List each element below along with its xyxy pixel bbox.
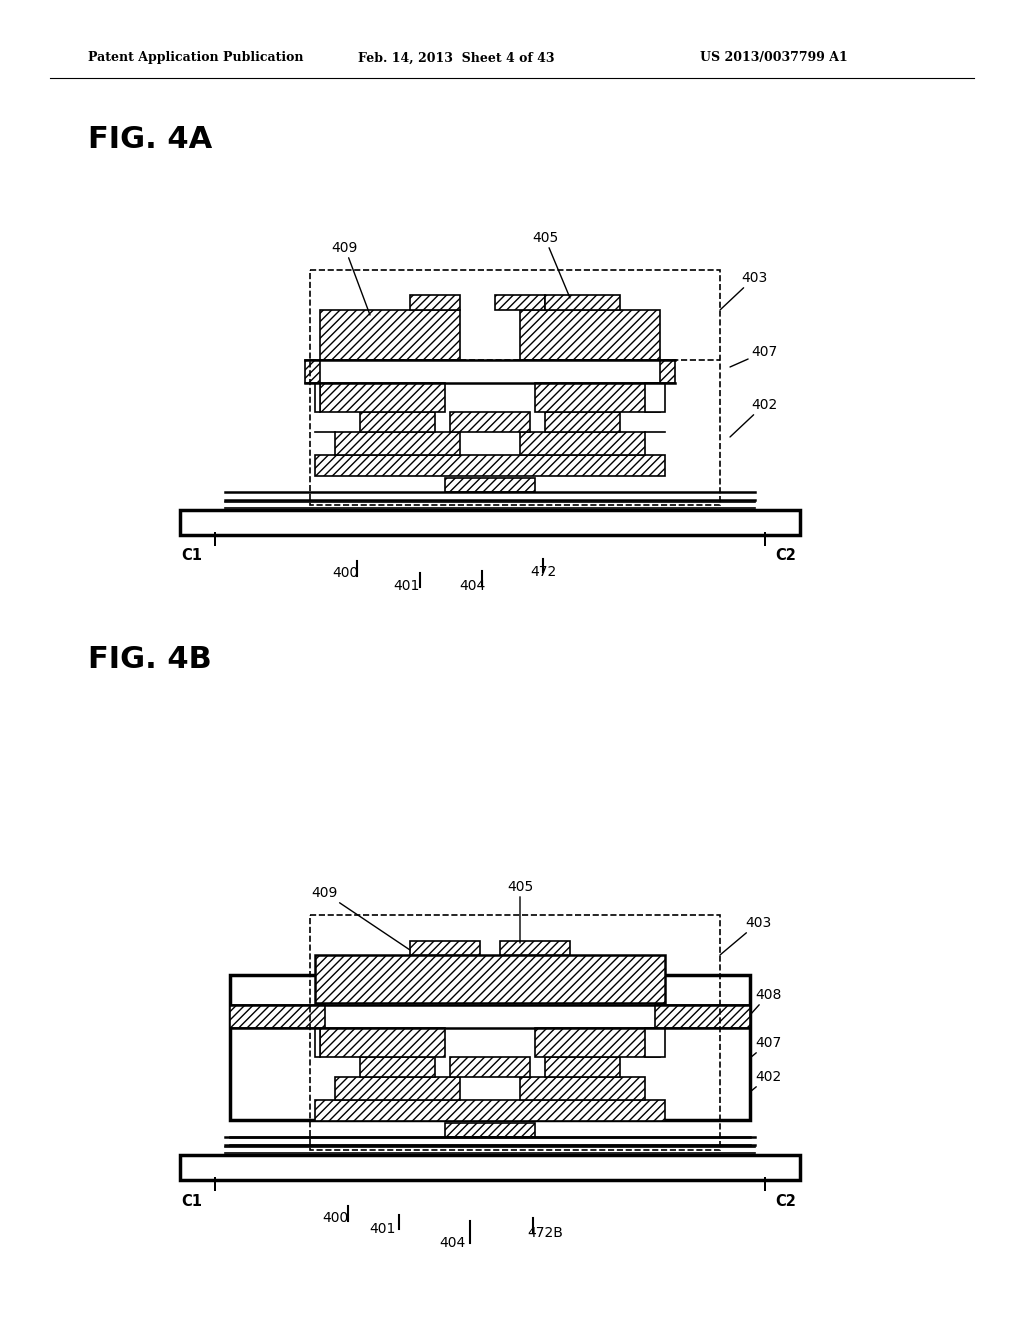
Polygon shape bbox=[500, 941, 570, 954]
Polygon shape bbox=[319, 383, 445, 412]
Text: 472B: 472B bbox=[527, 1226, 563, 1239]
Text: 400: 400 bbox=[322, 1210, 348, 1225]
Text: 407: 407 bbox=[730, 345, 777, 367]
Text: 409: 409 bbox=[312, 886, 410, 950]
Polygon shape bbox=[645, 1028, 665, 1057]
Polygon shape bbox=[230, 975, 750, 1119]
Text: 402: 402 bbox=[750, 1071, 781, 1092]
Polygon shape bbox=[545, 294, 620, 310]
Polygon shape bbox=[315, 455, 665, 477]
Polygon shape bbox=[645, 383, 665, 412]
Polygon shape bbox=[545, 1057, 620, 1077]
Polygon shape bbox=[319, 1028, 445, 1057]
Polygon shape bbox=[315, 1028, 319, 1057]
Text: Patent Application Publication: Patent Application Publication bbox=[88, 51, 303, 65]
Polygon shape bbox=[445, 478, 535, 492]
Text: C2: C2 bbox=[775, 1193, 797, 1209]
Text: FIG. 4A: FIG. 4A bbox=[88, 125, 212, 154]
Text: 404: 404 bbox=[459, 579, 485, 593]
Polygon shape bbox=[315, 1100, 665, 1121]
Text: 407: 407 bbox=[750, 1036, 781, 1059]
Text: 472: 472 bbox=[529, 565, 556, 579]
Polygon shape bbox=[410, 294, 460, 310]
Polygon shape bbox=[660, 360, 675, 383]
Text: 409: 409 bbox=[332, 242, 370, 315]
Text: C2: C2 bbox=[775, 549, 797, 564]
Polygon shape bbox=[180, 510, 800, 535]
Polygon shape bbox=[545, 412, 620, 432]
Text: 405: 405 bbox=[531, 231, 570, 298]
Polygon shape bbox=[450, 412, 530, 432]
Polygon shape bbox=[335, 1077, 460, 1100]
Polygon shape bbox=[230, 1005, 325, 1028]
Text: 405: 405 bbox=[507, 880, 534, 942]
Text: 404: 404 bbox=[439, 1236, 465, 1250]
Polygon shape bbox=[315, 383, 319, 412]
Text: 400: 400 bbox=[332, 566, 358, 579]
Polygon shape bbox=[410, 941, 480, 954]
Text: 401: 401 bbox=[370, 1222, 396, 1236]
Text: 403: 403 bbox=[720, 916, 771, 954]
Text: 401: 401 bbox=[393, 579, 419, 593]
Polygon shape bbox=[535, 1028, 660, 1057]
Polygon shape bbox=[360, 1057, 435, 1077]
Polygon shape bbox=[360, 412, 435, 432]
Text: FIG. 4B: FIG. 4B bbox=[88, 645, 212, 675]
Polygon shape bbox=[535, 383, 660, 412]
Polygon shape bbox=[335, 432, 460, 455]
Text: C1: C1 bbox=[181, 549, 203, 564]
Polygon shape bbox=[520, 432, 645, 455]
Polygon shape bbox=[655, 1005, 750, 1028]
Text: 402: 402 bbox=[730, 399, 777, 437]
Polygon shape bbox=[450, 1057, 530, 1077]
Polygon shape bbox=[319, 310, 460, 360]
Polygon shape bbox=[495, 294, 545, 310]
Text: 403: 403 bbox=[720, 271, 767, 310]
Polygon shape bbox=[520, 1077, 645, 1100]
Text: C1: C1 bbox=[181, 1193, 203, 1209]
Polygon shape bbox=[445, 1123, 535, 1137]
Polygon shape bbox=[520, 310, 660, 360]
Polygon shape bbox=[180, 1155, 800, 1180]
Polygon shape bbox=[305, 360, 319, 383]
Text: 408: 408 bbox=[750, 987, 781, 1015]
Text: Feb. 14, 2013  Sheet 4 of 43: Feb. 14, 2013 Sheet 4 of 43 bbox=[358, 51, 555, 65]
Polygon shape bbox=[315, 954, 665, 1003]
Text: US 2013/0037799 A1: US 2013/0037799 A1 bbox=[700, 51, 848, 65]
